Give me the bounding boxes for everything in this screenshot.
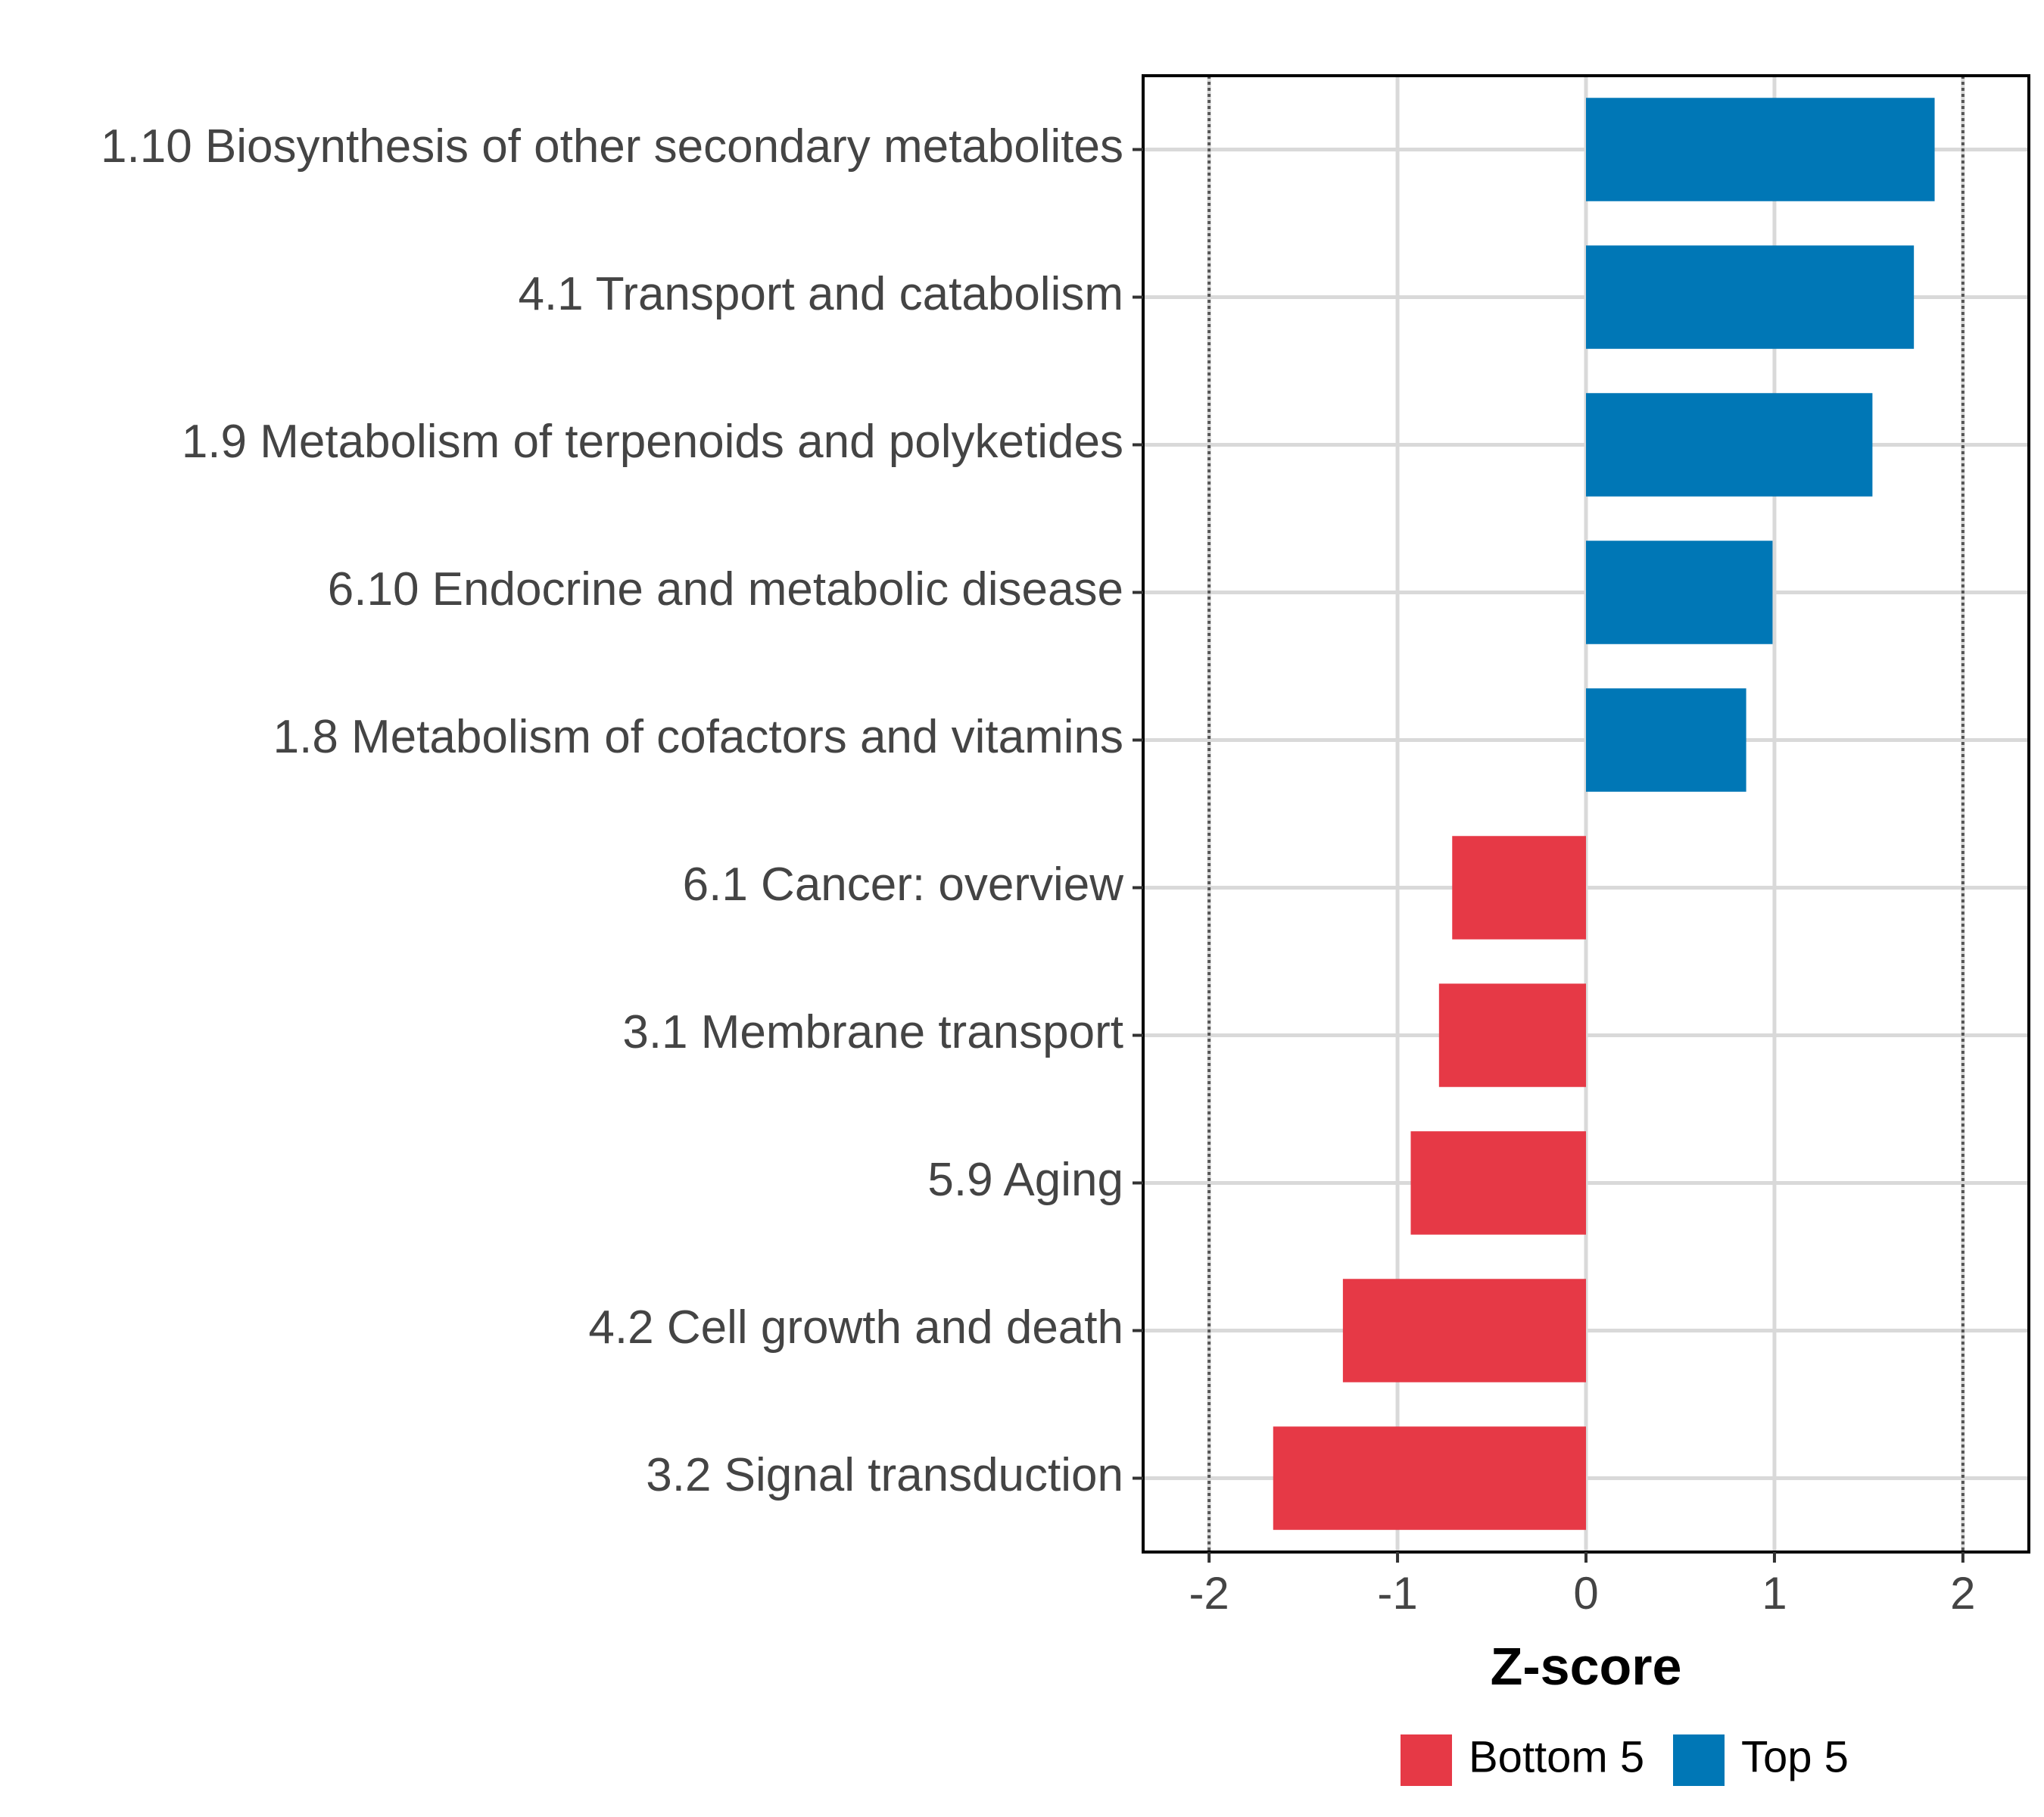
legend-label: Top 5 [1741, 1732, 1849, 1781]
legend: Bottom 5 Top 5 [1401, 1732, 1849, 1786]
bar [1586, 688, 1746, 792]
category-label: 6.10 Endocrine and metabolic disease [328, 563, 1123, 616]
y-axis: 1.10 Biosynthesis of other secondary met… [101, 120, 1143, 1501]
bar [1342, 1279, 1586, 1382]
x-tick-label: 1 [1762, 1568, 1787, 1619]
category-label: 4.2 Cell growth and death [588, 1301, 1123, 1354]
bar [1273, 1426, 1586, 1530]
x-tick-label: -1 [1377, 1568, 1417, 1619]
category-label: 1.9 Metabolism of terpenoids and polyket… [182, 416, 1123, 468]
legend-swatch [1673, 1734, 1725, 1786]
x-axis: -2 -1 0 1 2 [1189, 1552, 1976, 1619]
category-label: 5.9 Aging [927, 1154, 1123, 1206]
x-tick-label: 0 [1573, 1568, 1598, 1619]
x-tick-label: 2 [1950, 1568, 1975, 1619]
legend-swatch [1401, 1734, 1452, 1786]
x-axis-title: Z-score [1491, 1637, 1682, 1696]
reference-lines [1207, 76, 1965, 1552]
bars [1273, 98, 1935, 1530]
bar [1586, 541, 1773, 644]
bar [1438, 983, 1586, 1087]
category-label: 1.10 Biosynthesis of other secondary met… [101, 120, 1123, 173]
category-label: 1.8 Metabolism of cofactors and vitamins [273, 711, 1123, 763]
category-label: 6.1 Cancer: overview [683, 859, 1124, 911]
bar [1586, 98, 1935, 201]
x-tick-label: -2 [1189, 1568, 1229, 1619]
bar [1410, 1131, 1586, 1235]
category-label: 4.1 Transport and catabolism [518, 268, 1123, 320]
category-label: 3.1 Membrane transport [622, 1006, 1123, 1058]
legend-label: Bottom 5 [1469, 1732, 1644, 1781]
bar [1586, 393, 1873, 497]
category-label: 3.2 Signal transduction [646, 1449, 1123, 1501]
bar [1452, 836, 1586, 940]
bar [1586, 245, 1915, 349]
